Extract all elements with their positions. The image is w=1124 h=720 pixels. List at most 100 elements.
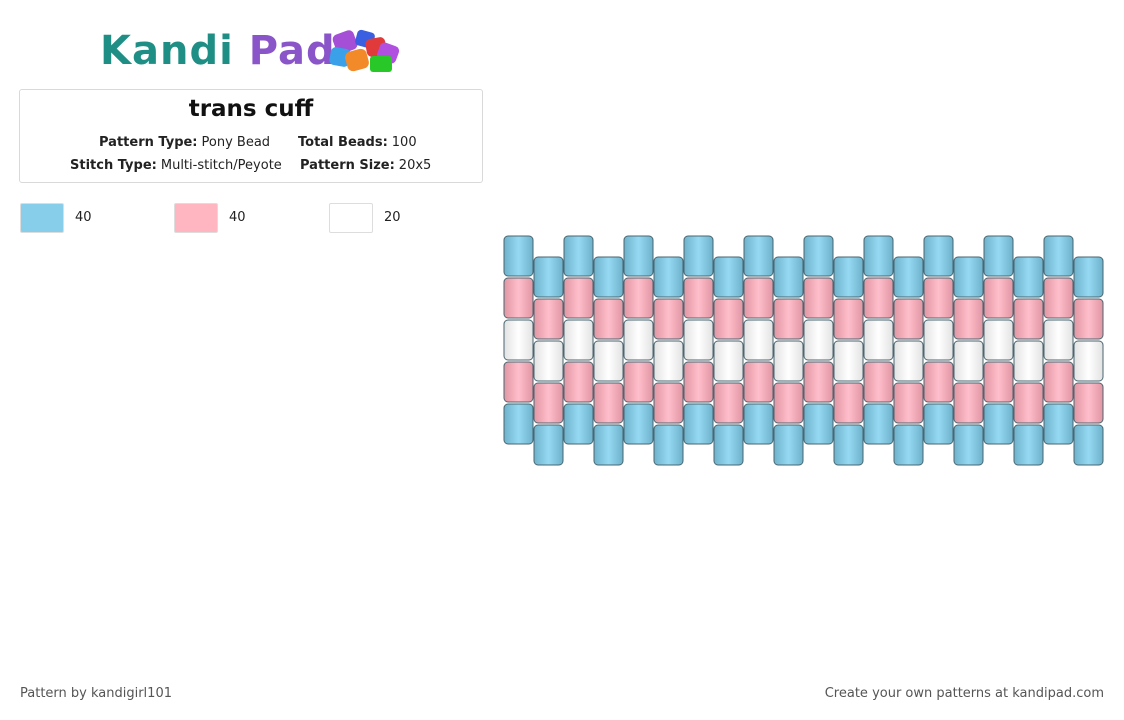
bead [953, 382, 984, 424]
pattern-title: trans cuff [188, 96, 314, 122]
bead [563, 403, 594, 445]
bead [983, 235, 1014, 277]
bead [503, 403, 534, 445]
bead [713, 424, 744, 466]
bead [503, 319, 534, 361]
bead [593, 298, 624, 340]
bead [1043, 235, 1074, 277]
bead [803, 235, 834, 277]
total-beads-label: Total Beads: [298, 135, 388, 150]
bead [533, 424, 564, 466]
bead [833, 382, 864, 424]
bead [773, 256, 804, 298]
bead [923, 361, 954, 403]
bead [773, 340, 804, 382]
bead [683, 361, 714, 403]
bead [833, 424, 864, 466]
color-swatch [329, 203, 373, 233]
bead [533, 340, 564, 382]
total-beads-value: 100 [391, 135, 417, 150]
color-swatch [174, 203, 218, 233]
bead [1073, 340, 1104, 382]
bead [623, 361, 654, 403]
bead [713, 340, 744, 382]
bead [893, 424, 924, 466]
pattern-info-card: trans cuff Pattern Type: Pony Bead Total … [19, 89, 483, 183]
bead [683, 319, 714, 361]
bead [713, 382, 744, 424]
bead [833, 340, 864, 382]
pattern-type-value: Pony Bead [201, 135, 271, 150]
bead [743, 319, 774, 361]
bead [1043, 277, 1074, 319]
bead [1043, 319, 1074, 361]
bead [503, 277, 534, 319]
stitch-type-label: Stitch Type: [70, 158, 157, 173]
bead [1043, 403, 1074, 445]
bead [503, 235, 534, 277]
bead [983, 403, 1014, 445]
kandipad-logo[interactable]: Kandi Pad [100, 28, 410, 76]
bead [653, 298, 684, 340]
bead [863, 277, 894, 319]
bead [803, 277, 834, 319]
bead [683, 235, 714, 277]
pattern-type: Pattern Type: Pony Bead [99, 135, 270, 150]
bead [533, 298, 564, 340]
bead [1073, 424, 1104, 466]
bead [863, 361, 894, 403]
bead [803, 403, 834, 445]
bead [713, 298, 744, 340]
pattern-size-value: 20x5 [398, 158, 432, 173]
bead [623, 319, 654, 361]
stitch-type: Stitch Type: Multi-stitch/Peyote [70, 158, 282, 173]
pattern-type-label: Pattern Type: [99, 135, 198, 150]
bead [743, 361, 774, 403]
bead [803, 361, 834, 403]
bead [893, 256, 924, 298]
bead [953, 256, 984, 298]
bead [923, 277, 954, 319]
bead [983, 361, 1014, 403]
pattern-size: Pattern Size: 20x5 [300, 158, 431, 173]
bead [653, 256, 684, 298]
bead [983, 319, 1014, 361]
bead [1013, 424, 1044, 466]
total-beads: Total Beads: 100 [298, 135, 417, 150]
bead [1043, 361, 1074, 403]
bead [923, 319, 954, 361]
kandipad-link[interactable]: Create your own patterns at kandipad.com [824, 686, 1104, 701]
bead [593, 340, 624, 382]
bead [593, 424, 624, 466]
bead [1013, 256, 1044, 298]
bead [563, 277, 594, 319]
bead [953, 340, 984, 382]
bead [773, 424, 804, 466]
color-swatch [20, 203, 64, 233]
bead [653, 382, 684, 424]
pattern-size-label: Pattern Size: [300, 158, 395, 173]
pattern-credit: Pattern by kandigirl101 [20, 686, 172, 701]
bead-count: 40 [75, 210, 92, 225]
bead [953, 424, 984, 466]
bead [683, 403, 714, 445]
bead [1073, 256, 1104, 298]
stitch-type-value: Multi-stitch/Peyote [160, 158, 282, 173]
bead [1073, 298, 1104, 340]
bead [743, 277, 774, 319]
bead [593, 256, 624, 298]
bead-count: 40 [229, 210, 246, 225]
logo-text-kandi: Kandi [100, 28, 234, 74]
bead [563, 235, 594, 277]
bead [503, 361, 534, 403]
bead [1013, 382, 1044, 424]
bead [653, 340, 684, 382]
bead [653, 424, 684, 466]
bead [863, 403, 894, 445]
bead [833, 256, 864, 298]
bead [863, 235, 894, 277]
bead-pile-icon [329, 29, 400, 72]
bead [893, 340, 924, 382]
bead [893, 298, 924, 340]
logo-text-pad: Pad [248, 28, 336, 74]
